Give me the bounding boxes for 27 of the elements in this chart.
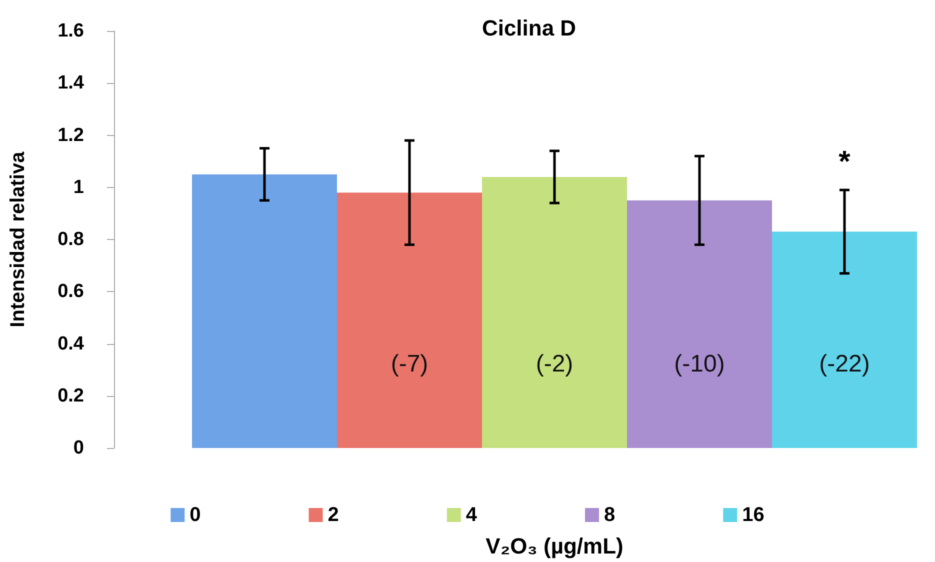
annotation: (-7) [390,350,428,378]
y-tick-label: 1.2 [58,124,84,146]
annotation: (-10) [674,350,725,378]
y-tick-label: 1.6 [58,20,84,42]
y-tick-label: 0.4 [58,333,84,354]
x-axis-title: V₂O₃ (µg/mL) [486,534,624,558]
legend-label: 16 [742,504,764,526]
bar [482,176,627,448]
legend-label: 8 [604,504,616,526]
y-tick-label: 1 [73,176,84,198]
legend-label: 4 [466,504,478,526]
y-tick-label: 0.6 [58,281,84,302]
legend-label: 2 [328,504,339,526]
y-tick-label: 0.2 [58,385,84,406]
bar [772,232,917,448]
y-tick-label: 0 [73,438,84,458]
annotation: * [838,145,851,178]
legend-label: 0 [190,504,201,526]
y-tick-label: 1.4 [58,72,84,94]
annotation: (-2) [536,350,574,378]
chart-title: Ciclina D [482,16,576,40]
bar [627,200,772,448]
y-tick-label: 0.8 [58,229,84,250]
y-axis-title: Intensidad relativa [7,150,29,328]
bar [192,174,337,448]
annotation: (-22) [819,350,870,378]
bar [337,192,482,448]
